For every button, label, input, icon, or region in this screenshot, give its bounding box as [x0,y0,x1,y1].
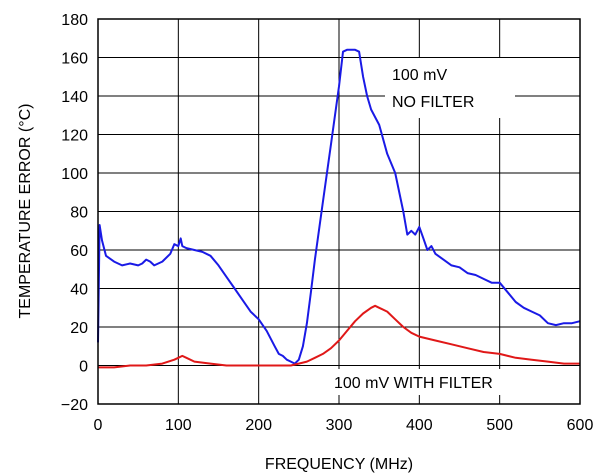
x-tick-label: 400 [406,417,433,434]
y-tick-label: −20 [61,397,88,414]
plot-area [97,48,581,369]
y-tick-label: 0 [79,359,88,376]
y-axis-title: TEMPERATURE ERROR (°C) [17,104,34,319]
y-tick-label: 120 [61,128,88,145]
y-tick-label: 160 [61,51,88,68]
x-tick-label: 0 [94,417,103,434]
y-tick-labels: −20 0 20 40 60 80 100 120 140 160 180 [61,12,88,414]
y-tick-label: 100 [61,166,88,183]
x-tick-labels: 0 100 200 300 400 500 600 [94,417,594,434]
y-tick-label: 40 [70,282,88,299]
annotation-with-filter: 100 mV WITH FILTER [334,375,493,392]
series-line-with-filter [98,304,580,369]
x-tick-label: 200 [245,417,272,434]
x-tick-label: 500 [486,417,513,434]
series-line-no-filter [97,48,581,365]
annotation-no-filter-line1: 100 mV [392,67,447,84]
plot-frame [97,18,581,405]
y-tick-label: 20 [70,320,88,337]
y-tick-label: 140 [61,89,88,106]
annotation-background-2 [328,369,552,395]
y-tick-label: 180 [61,12,88,29]
x-axis-title: FREQUENCY (MHz) [265,456,413,473]
annotation-no-filter-line2: NO FILTER [392,94,474,111]
annotation-background [385,58,515,118]
x-tick-label: 300 [326,417,353,434]
x-tick-label: 100 [165,417,192,434]
x-tick-label: 600 [567,417,594,434]
y-tick-label: 60 [70,243,88,260]
y-tick-label: 80 [70,205,88,222]
